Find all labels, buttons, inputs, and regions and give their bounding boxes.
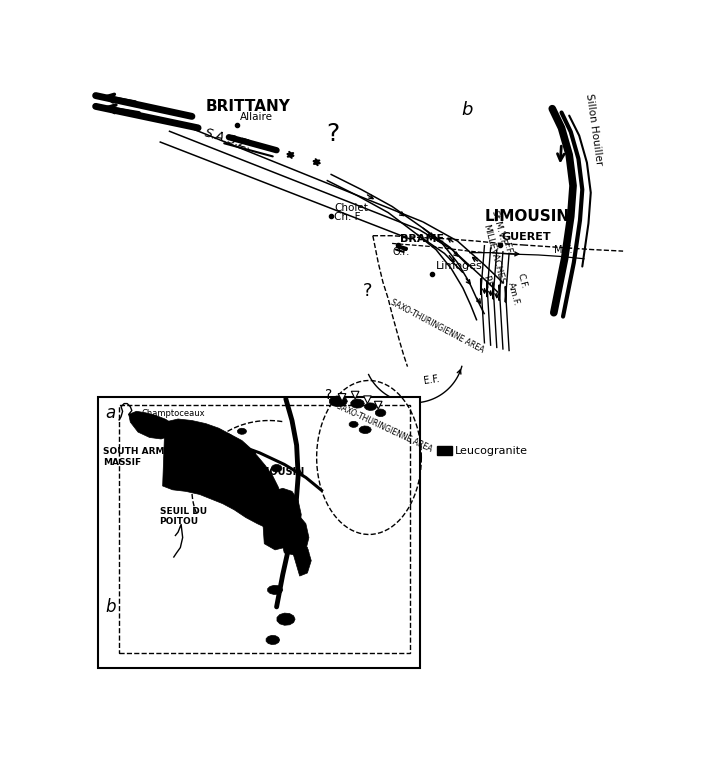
Polygon shape: [220, 434, 233, 441]
Polygon shape: [359, 426, 372, 434]
Text: F.F.: F.F.: [502, 242, 513, 256]
Polygon shape: [238, 428, 246, 434]
Text: Sillon Houiller: Sillon Houiller: [286, 501, 310, 565]
Text: SOUTH ARMORICAN
MASSIF: SOUTH ARMORICAN MASSIF: [104, 447, 204, 467]
Text: Ch. F.: Ch. F.: [334, 211, 363, 222]
Polygon shape: [292, 545, 311, 576]
Text: O.F.: O.F.: [392, 246, 410, 256]
Polygon shape: [349, 421, 359, 428]
Text: Leucogranite: Leucogranite: [455, 446, 528, 456]
Text: ?: ?: [325, 388, 333, 402]
Text: LIMOUSIN: LIMOUSIN: [485, 208, 570, 224]
Polygon shape: [271, 465, 282, 472]
Polygon shape: [268, 585, 283, 594]
Polygon shape: [351, 391, 359, 399]
Polygon shape: [244, 449, 256, 456]
Text: S.A.S.Z.: S.A.S.Z.: [204, 127, 254, 152]
Text: Limoges: Limoges: [436, 262, 482, 271]
Text: Sillon Houiller: Sillon Houiller: [584, 93, 604, 167]
Text: Am.F.: Am.F.: [506, 280, 521, 306]
Text: b: b: [462, 101, 473, 119]
Text: GUERET: GUERET: [501, 232, 551, 242]
Text: b: b: [106, 597, 116, 615]
Text: St.M.V.F.: St.M.V.F.: [489, 209, 508, 247]
Polygon shape: [217, 464, 226, 470]
Text: ?: ?: [327, 122, 340, 146]
Polygon shape: [364, 396, 372, 403]
Polygon shape: [375, 409, 386, 417]
Text: M.F.: M.F.: [554, 245, 572, 255]
Text: BRAME: BRAME: [400, 234, 444, 244]
Bar: [437, 446, 452, 455]
Polygon shape: [208, 443, 219, 450]
Polygon shape: [277, 613, 295, 625]
Text: S.A.S.Z.: S.A.S.Z.: [178, 458, 212, 485]
Polygon shape: [129, 412, 175, 439]
Polygon shape: [329, 396, 348, 406]
Text: LIMOUSIN: LIMOUSIN: [250, 467, 304, 477]
Bar: [98, 397, 420, 669]
Polygon shape: [276, 515, 309, 556]
Bar: [119, 405, 410, 653]
Polygon shape: [261, 488, 301, 550]
Text: a: a: [106, 403, 116, 421]
Text: Cholet: Cholet: [334, 202, 368, 213]
Text: SAXO-THURINGIENNE AREA: SAXO-THURINGIENNE AREA: [336, 401, 433, 453]
Polygon shape: [266, 635, 279, 644]
Text: C.F.: C.F.: [515, 272, 528, 290]
Text: E.F.: E.F.: [423, 374, 440, 387]
Polygon shape: [150, 422, 163, 436]
Text: SAXO-THURINGIENNE AREA: SAXO-THURINGIENNE AREA: [389, 297, 485, 354]
Text: Champtoceaux
domain: Champtoceaux domain: [142, 409, 205, 428]
Text: ?: ?: [363, 282, 372, 300]
Text: SEUIL DU
POITOU: SEUIL DU POITOU: [160, 507, 207, 526]
Polygon shape: [351, 399, 364, 408]
Text: BRITTANY: BRITTANY: [206, 99, 291, 114]
Text: Allaire: Allaire: [240, 111, 273, 122]
Polygon shape: [364, 402, 377, 411]
Polygon shape: [163, 419, 286, 528]
Polygon shape: [374, 401, 382, 409]
Polygon shape: [338, 393, 346, 401]
Text: MILLEVACHES: MILLEVACHES: [482, 224, 506, 286]
Text: P.F.: P.F.: [481, 274, 493, 290]
